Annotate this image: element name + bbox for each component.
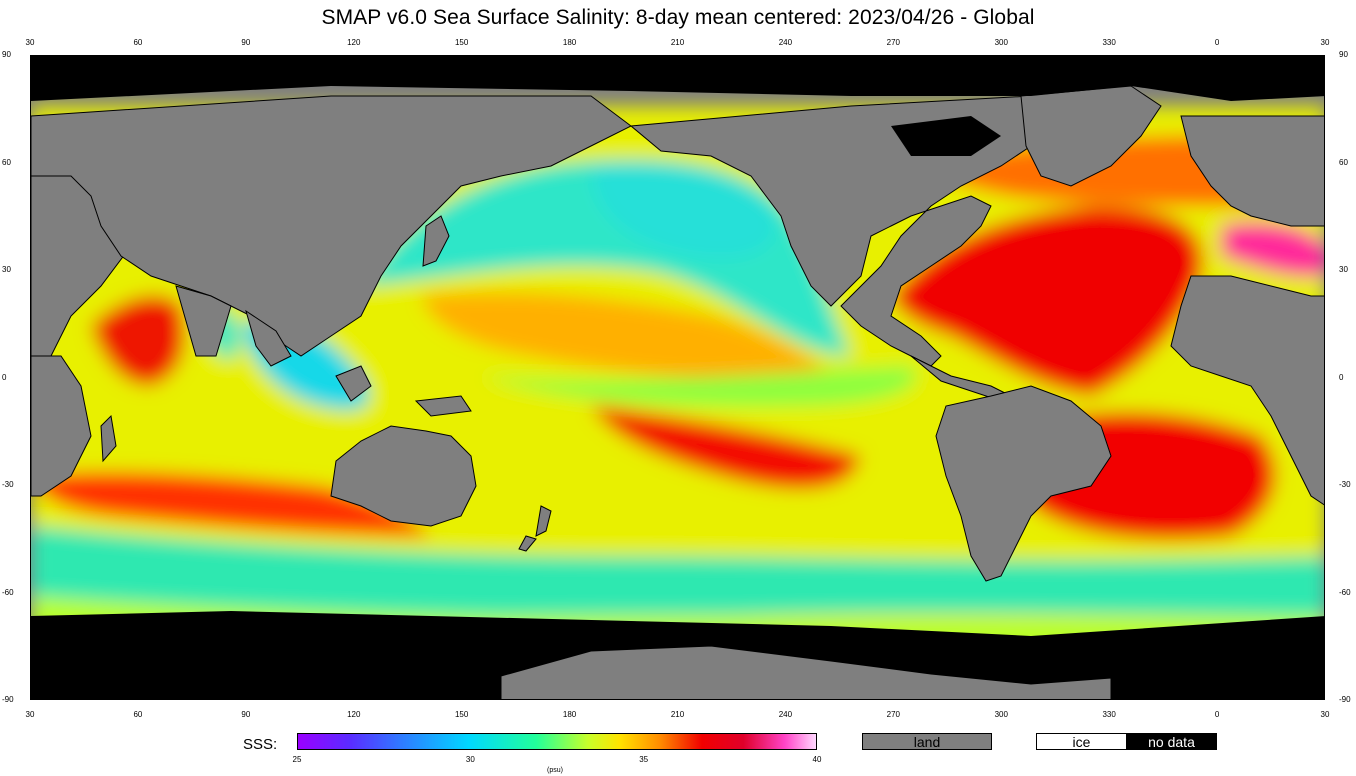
- lon-tick-label: 270: [886, 38, 901, 47]
- colorbar-tick-label: 25: [292, 755, 302, 764]
- lon-tick-label: 210: [670, 38, 685, 47]
- lon-tick-label: 60: [133, 38, 143, 47]
- lat-tick-label: 60: [1339, 157, 1348, 167]
- lon-tick-label: 240: [778, 38, 793, 47]
- lon-tick-label: 120: [347, 710, 361, 719]
- lat-tick-label: 90: [1339, 50, 1348, 59]
- lat-tick-label: -90: [1339, 695, 1351, 704]
- colorbar-tick-label: 40: [812, 755, 822, 764]
- antarctica: [500, 645, 1112, 699]
- lat-tick-label: 0: [2, 372, 7, 382]
- lon-tick-label: 0: [1214, 710, 1220, 719]
- salinity-map: [30, 55, 1325, 700]
- colorbar-tick-label: 35: [639, 755, 649, 764]
- rss-url[interactable]: www.remss.com: [60, 676, 162, 692]
- lon-tick-label: 150: [454, 38, 469, 47]
- rss-name: Remote Sensing Systems: [58, 650, 231, 667]
- ice-key: ice: [1036, 733, 1126, 750]
- lon-tick-label: 240: [778, 710, 793, 719]
- lon-tick-label: 120: [347, 38, 361, 47]
- lon-tick-label: 90: [241, 38, 251, 47]
- rss-credit: Remote Sensing Systems www.remss.com: [58, 643, 278, 698]
- lon-tick-label: 30: [25, 38, 35, 47]
- lat-tick-label: -90: [2, 695, 14, 704]
- salinity-colorbar: [297, 733, 817, 750]
- lat-tick-label: 90: [2, 50, 11, 59]
- lon-tick-label: 30: [1320, 710, 1330, 719]
- lat-tick-label: 60: [2, 157, 11, 167]
- lat-tick-label: 30: [2, 265, 11, 274]
- nodata-key: no data: [1126, 733, 1217, 750]
- lon-tick-label: 300: [994, 38, 1008, 47]
- land-layer: [31, 85, 1324, 582]
- lat-tick-label: -60: [2, 587, 14, 597]
- lon-tick-label: 330: [1102, 38, 1116, 47]
- lon-tick-label: 270: [886, 710, 901, 719]
- colorbar-tick-label: 30: [465, 755, 475, 764]
- lat-tick-label: 30: [1339, 265, 1348, 274]
- lon-tick-label: 180: [562, 710, 577, 719]
- lon-tick-label: 60: [133, 710, 143, 719]
- map-title: SMAP v6.0 Sea Surface Salinity: 8-day me…: [321, 6, 1035, 29]
- lon-tick-label: 330: [1102, 710, 1116, 719]
- lon-tick-label: 30: [25, 710, 35, 719]
- rss-underline: [58, 670, 263, 671]
- lat-tick-label: -30: [2, 480, 14, 489]
- lat-tick-label: 0: [1339, 372, 1344, 382]
- lon-tick-label: 30: [1320, 38, 1330, 47]
- lat-tick-label: -30: [1339, 480, 1351, 489]
- lon-tick-label: 150: [454, 710, 469, 719]
- lon-tick-label: 300: [994, 710, 1008, 719]
- lon-tick-label: 90: [241, 710, 251, 719]
- rss-logo-icon: [254, 643, 276, 691]
- lon-tick-label: 180: [562, 38, 577, 47]
- sss-legend-label: SSS:: [243, 736, 278, 753]
- land-key: land: [862, 733, 992, 750]
- lon-tick-label: 0: [1214, 38, 1220, 47]
- colorbar-unit: (psu): [547, 767, 563, 774]
- lon-tick-label: 210: [670, 710, 685, 719]
- lat-tick-label: -60: [1339, 587, 1351, 597]
